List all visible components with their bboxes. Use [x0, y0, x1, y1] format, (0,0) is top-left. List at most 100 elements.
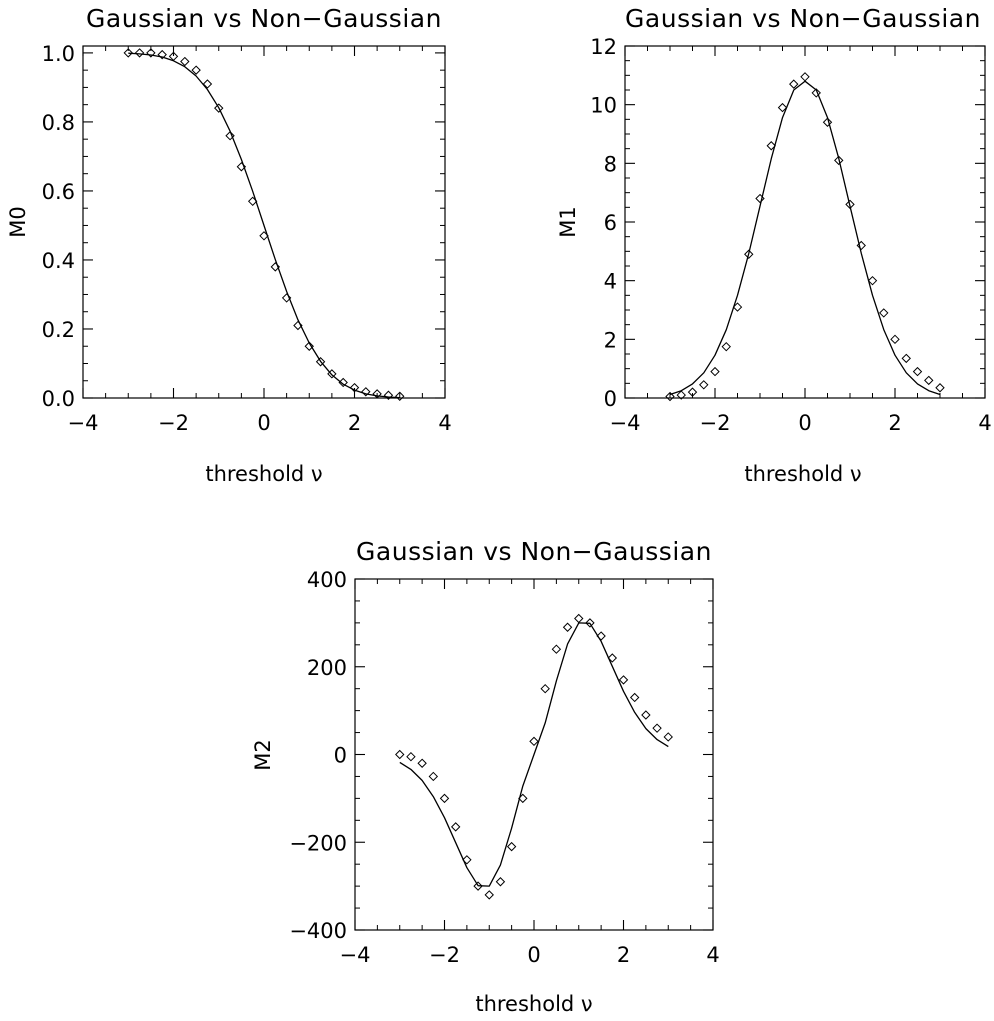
chart-m2-diamond-point [551, 644, 562, 654]
chart-m2-diamond-point [562, 622, 573, 632]
chart-m1-title: Gaussian vs Non−Gaussian [625, 4, 981, 33]
chart-m1-diamond-point [744, 249, 754, 259]
chart-m0-diamond-point [214, 103, 224, 113]
chart-m2-diamond-point [495, 877, 506, 887]
chart-m1-xtick-label: −2 [700, 411, 731, 435]
chart-m0-diamond-point [236, 162, 247, 172]
chart-m0-diamond-point [180, 56, 190, 67]
chart-m1-diamond-point [912, 366, 923, 377]
chart-m1-diamond-point [766, 141, 776, 151]
chart-m0-diamond-point [225, 131, 235, 141]
chart-m1: Gaussian vs Non−Gaussian threshold ν M1 … [556, 4, 992, 486]
chart-m2-diamond-point [518, 793, 528, 804]
chart-m1-xtick-label: 4 [978, 411, 991, 435]
chart-m0-diamond-point [327, 369, 337, 379]
chart-m0-diamond-point [281, 293, 292, 303]
chart-m0-diamond-point [123, 48, 133, 58]
chart-m2-gaussian-curve [399, 622, 669, 887]
chart-m2-diamond-point [629, 692, 640, 703]
chart-m1-diamond-point [924, 375, 934, 386]
chart-m2-diamond-point [462, 855, 472, 865]
chart-m0-diamond-point [202, 79, 213, 89]
chart-m0-diamond-point [372, 389, 382, 399]
chart-m0-diamond-point [304, 341, 314, 351]
chart-m2-title: Gaussian vs Non−Gaussian [356, 537, 712, 566]
chart-m0-title: Gaussian vs Non−Gaussian [86, 4, 442, 33]
chart-m1-frame [624, 45, 986, 399]
chart-m2-xtick-label: 2 [617, 943, 630, 967]
chart-m1-gaussian-curve [669, 80, 941, 396]
chart-m0-xtick-label: −4 [68, 411, 99, 435]
chart-m2-diamond-point [585, 618, 595, 628]
chart-m2-diamond-point [618, 675, 629, 685]
chart-m1-ytick-label: 8 [604, 152, 617, 176]
chart-m0-diamond-point [361, 387, 371, 397]
chart-m2-diamond-point [574, 613, 584, 624]
chart-m2: Gaussian vs Non−Gaussian threshold ν M2 … [251, 537, 720, 1016]
chart-m2-diamond-point [417, 758, 427, 768]
chart-m0-diamond-point [349, 382, 360, 393]
chart-m0-ytick-label: 0.4 [42, 249, 75, 273]
chart-m1-diamond-point [867, 275, 878, 286]
chart-m1-xtick-label: 2 [888, 411, 901, 435]
chart-m1-diamond-point [699, 380, 709, 390]
chart-m0-diamond-point [315, 357, 326, 367]
chart-m0-xlabel: threshold ν [205, 462, 322, 486]
chart-m0-diamond-point [157, 49, 167, 60]
chart-m1-diamond-point [710, 366, 720, 377]
chart-m1-diamond-point [732, 302, 743, 312]
chart-m2-diamond-point [529, 736, 539, 747]
chart-m1-xtick-label: 0 [798, 411, 811, 435]
chart-m1-ytick-label: 12 [590, 35, 617, 59]
chart-m1-ylabel: M1 [556, 206, 580, 237]
chart-m0-diamond-point [270, 262, 281, 272]
chart-m2-diamond-point [641, 710, 651, 720]
chart-m1-diamond-point [755, 193, 765, 204]
chart-m2-diamond-point [484, 890, 494, 900]
chart-m0-xtick-label: 4 [438, 411, 451, 435]
chart-m0-gaussian-curve [128, 52, 400, 399]
chart-m0-diamond-point [191, 65, 201, 75]
chart-m1-ytick-label: 6 [604, 211, 617, 235]
chart-m1-diamond-point [822, 117, 833, 127]
chart-m1-diamond-point [890, 334, 900, 345]
chart-m2-diamond-point [607, 653, 618, 663]
chart-m2-ytick-label: 0 [334, 744, 347, 768]
chart-m2-diamond-point [663, 732, 673, 742]
chart-m0-diamond-point [338, 377, 348, 388]
chart-m1-diamond-point [845, 199, 855, 210]
chart-m2-diamond-point [473, 881, 483, 891]
chart-m1-diamond-point [879, 308, 889, 318]
chart-m2-diamond-point [450, 822, 461, 832]
chart-m1-diamond-point [665, 391, 675, 402]
chart-m1-diamond-point [856, 240, 866, 251]
chart-m2-xtick-label: 4 [706, 943, 719, 967]
chart-m2-diamond-point [395, 749, 405, 760]
chart-m0-diamond-point [247, 196, 258, 207]
chart-m0-diamond-point [395, 391, 405, 401]
chart-m1-diamond-point [777, 102, 788, 113]
chart-m2-xlabel: threshold ν [475, 992, 592, 1016]
chart-m0: Gaussian vs Non−Gaussian threshold ν M0 … [6, 4, 452, 486]
chart-m2-ytick-label: 400 [307, 568, 347, 592]
chart-m1-diamond-point [935, 383, 945, 393]
chart-m2-xtick-label: 0 [527, 943, 540, 967]
chart-m2-ytick-label: 200 [307, 656, 347, 680]
chart-m2-diamond-point [406, 751, 416, 762]
chart-m2-xtick-label: −4 [340, 943, 371, 967]
chart-m0-diamond-point [383, 390, 394, 400]
chart-m0-frame [82, 45, 446, 399]
chart-m0-ylabel: M0 [6, 206, 30, 237]
chart-m1-xlabel: threshold ν [744, 462, 861, 486]
chart-m1-diamond-point [789, 79, 799, 89]
chart-m0-diamond-point [134, 48, 145, 58]
chart-m2-ytick-label: −200 [289, 831, 347, 855]
chart-m1-diamond-point [901, 353, 911, 364]
chart-m0-diamond-point [293, 320, 303, 331]
chart-m1-diamond-point [800, 72, 810, 82]
chart-m2-ytick-label: −400 [289, 919, 347, 943]
chart-m2-diamond-point [428, 771, 439, 782]
chart-m2-xtick-label: −2 [429, 943, 460, 967]
chart-m2-diamond-point [439, 793, 450, 804]
